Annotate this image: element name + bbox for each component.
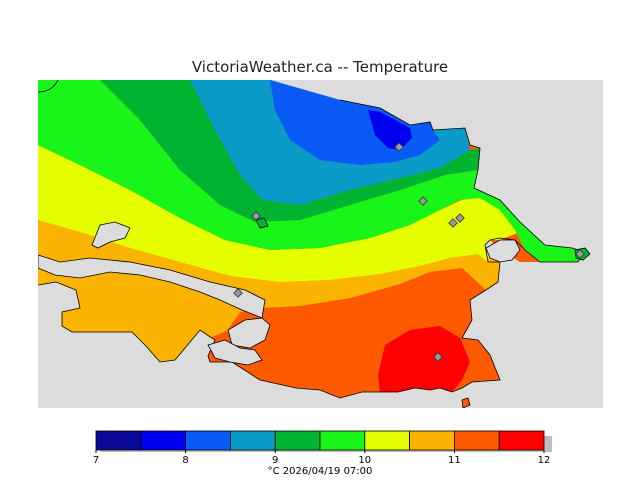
legend-bin-4 (274, 430, 321, 451)
legend-tick-label: 8 (182, 455, 188, 466)
legend-tick-label: 10 (358, 455, 371, 466)
diamond-marker[interactable] (418, 196, 428, 206)
band-7-5-to-8 (368, 110, 412, 150)
islet-hill (255, 217, 269, 229)
coastline (38, 99, 586, 399)
band-11-5-to-12 (378, 326, 470, 392)
legend-bins (95, 430, 545, 451)
legend-bin-8 (453, 430, 500, 451)
diamond-marker[interactable] (394, 142, 404, 152)
diamond-marker[interactable] (448, 218, 458, 228)
legend-tick-label: 11 (448, 455, 461, 466)
band-9-to-9-5 (100, 80, 480, 222)
inlet-west (38, 254, 266, 319)
diamond-marker[interactable] (433, 352, 443, 362)
color-legend: 7 8 9 10 11 12 °C 2026/04/19 07:00 (93, 430, 552, 477)
legend-ticks: 7 8 9 10 11 12 (93, 450, 551, 466)
legend-tick-label: 12 (538, 455, 551, 466)
legend-caption: °C 2026/04/19 07:00 (268, 466, 373, 477)
legend-tick-label: 9 (272, 455, 278, 466)
band-10-5-to-11 (38, 220, 500, 362)
diamond-marker[interactable] (575, 249, 585, 259)
corner-arc (38, 80, 59, 93)
island-north (91, 221, 131, 249)
diamond-marker[interactable] (233, 288, 243, 298)
legend-bin-2 (185, 430, 231, 451)
legend-bin-6 (364, 430, 410, 451)
legend-bin-5 (319, 430, 366, 451)
legend-bin-1 (140, 430, 187, 451)
diamond-marker[interactable] (251, 211, 261, 221)
legend-bin-9 (498, 430, 545, 451)
inlet-harbour (207, 339, 263, 366)
band-9-5-to-10 (38, 80, 585, 262)
station-markers (233, 142, 585, 362)
legend-bin-3 (229, 430, 276, 451)
land-temperature-bands (38, 80, 591, 408)
map-title: VictoriaWeather.ca -- Temperature (191, 58, 449, 76)
band-10-to-10-5 (38, 145, 520, 282)
diamond-marker[interactable] (455, 213, 465, 223)
islet-south (461, 397, 471, 408)
legend-bin-7 (409, 430, 455, 451)
legend-tick-label: 7 (93, 455, 99, 466)
legend-bin-0 (95, 430, 142, 451)
bay-east (485, 239, 521, 263)
